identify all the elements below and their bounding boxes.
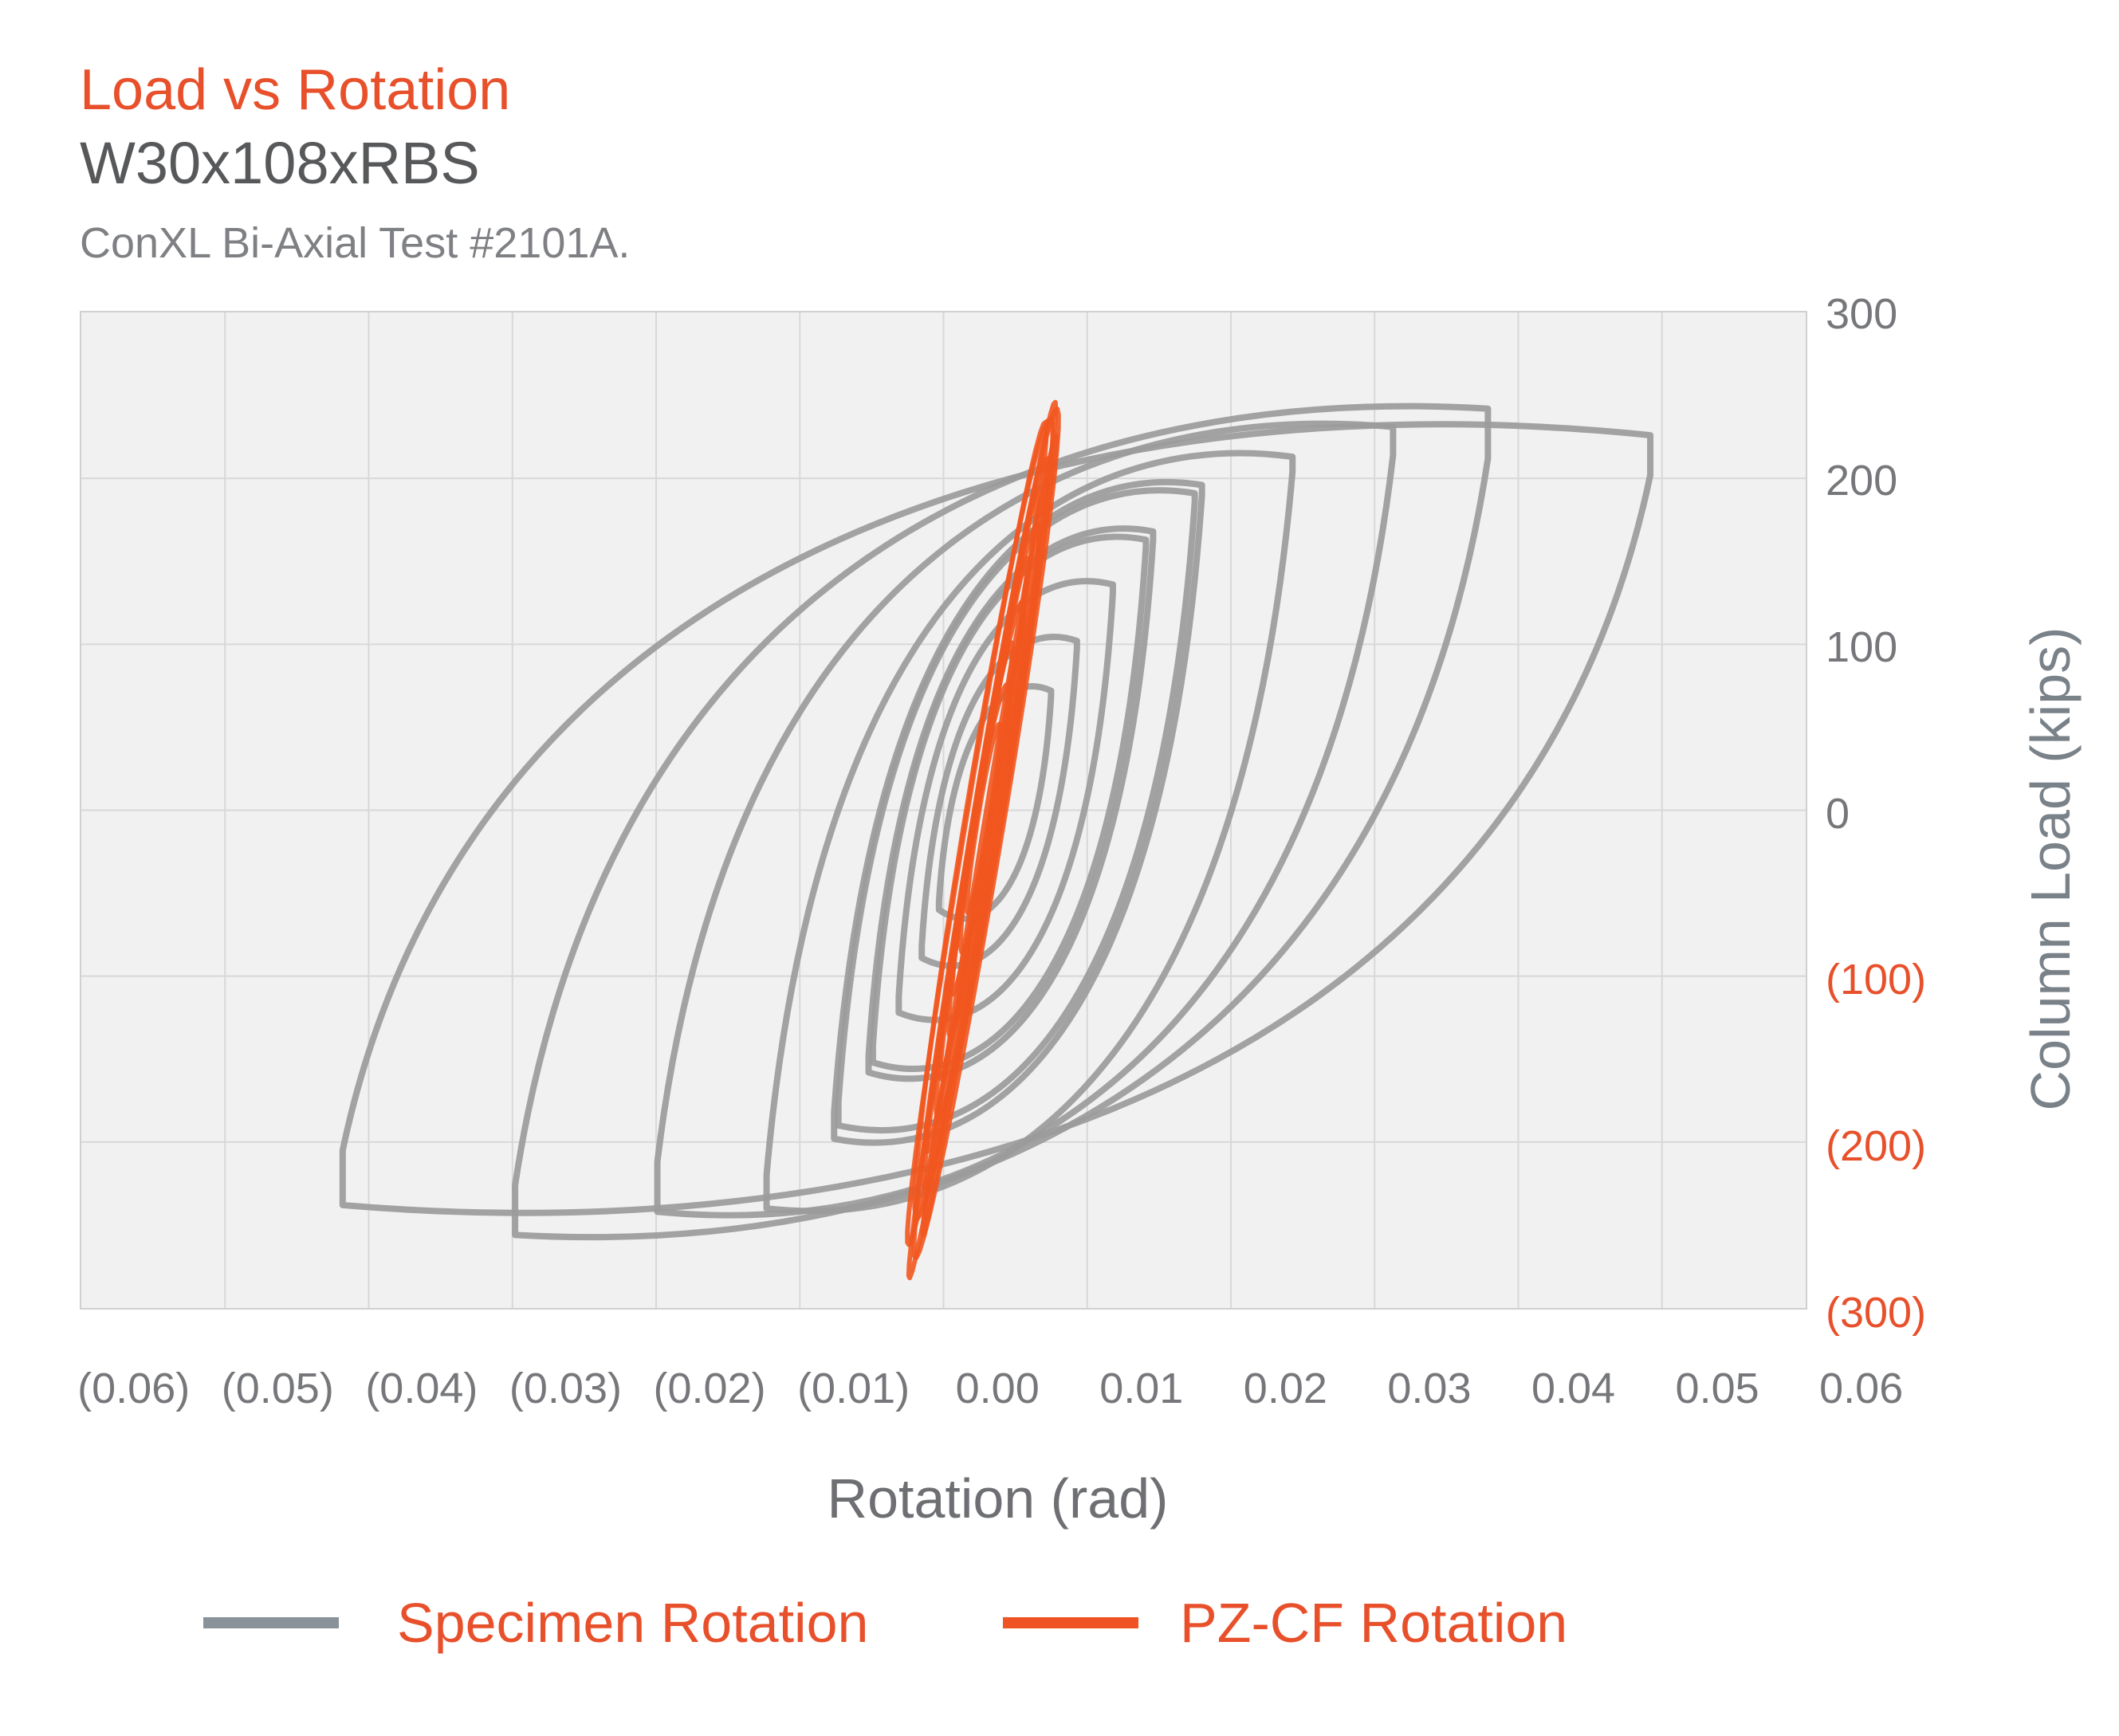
chart-title: Load vs Rotation xyxy=(80,58,511,122)
pzcf-line-swatch xyxy=(1003,1617,1138,1628)
legend-label-pzcf: PZ-CF Rotation xyxy=(1180,1592,1568,1654)
x-tick-label: 0.05 xyxy=(1675,1365,1759,1412)
chart-subtitle: W30x108xRBS xyxy=(80,130,480,196)
pzcf-series-path xyxy=(957,681,1012,956)
x-tick-label: 0.03 xyxy=(1387,1365,1472,1412)
x-tick-label: (0.01) xyxy=(797,1365,910,1412)
x-tick-label: 0.02 xyxy=(1243,1365,1327,1412)
chart-caption: ConXL Bi-Axial Test #2101A. xyxy=(80,219,631,267)
specimen-series-path xyxy=(835,487,1198,1133)
legend-label-specimen: Specimen Rotation xyxy=(397,1592,869,1654)
x-tick-label: (0.05) xyxy=(221,1365,334,1412)
y-tick-label: 100 xyxy=(1826,623,1898,671)
y-tick-label: (100) xyxy=(1826,956,1927,1004)
y-tick-label: (200) xyxy=(1826,1122,1927,1171)
x-tick-label: 0.04 xyxy=(1531,1365,1616,1412)
specimen-series-path xyxy=(763,450,1296,1215)
pzcf-series-path xyxy=(964,721,1003,916)
specimen-series-path xyxy=(339,421,1654,1216)
x-tick-label: (0.04) xyxy=(365,1365,478,1412)
specimen-series-path xyxy=(869,533,1150,1072)
x-tick-label: 0.01 xyxy=(1099,1365,1184,1412)
x-axis-title: Rotation (rad) xyxy=(827,1467,1169,1530)
x-tick-label: (0.02) xyxy=(653,1365,766,1412)
x-tick-label: (0.03) xyxy=(509,1365,622,1412)
x-tick-label: 0.00 xyxy=(955,1365,1040,1412)
specimen-series-path xyxy=(895,578,1116,1023)
x-tick-label: (0.06) xyxy=(77,1365,191,1412)
y-axis-title: Column Load (kips) xyxy=(2019,626,2082,1111)
specimen-series-path xyxy=(654,420,1397,1219)
y-tick-label: 0 xyxy=(1826,789,1850,838)
specimen-line-swatch xyxy=(203,1617,339,1628)
y-tick-label: 200 xyxy=(1826,456,1898,505)
y-tick-label: (300) xyxy=(1826,1289,1927,1337)
plot-area xyxy=(80,311,1807,1310)
x-tick-label: 0.06 xyxy=(1819,1365,1904,1412)
plot-canvas xyxy=(81,312,1806,1308)
y-tick-label: 300 xyxy=(1826,290,1898,338)
